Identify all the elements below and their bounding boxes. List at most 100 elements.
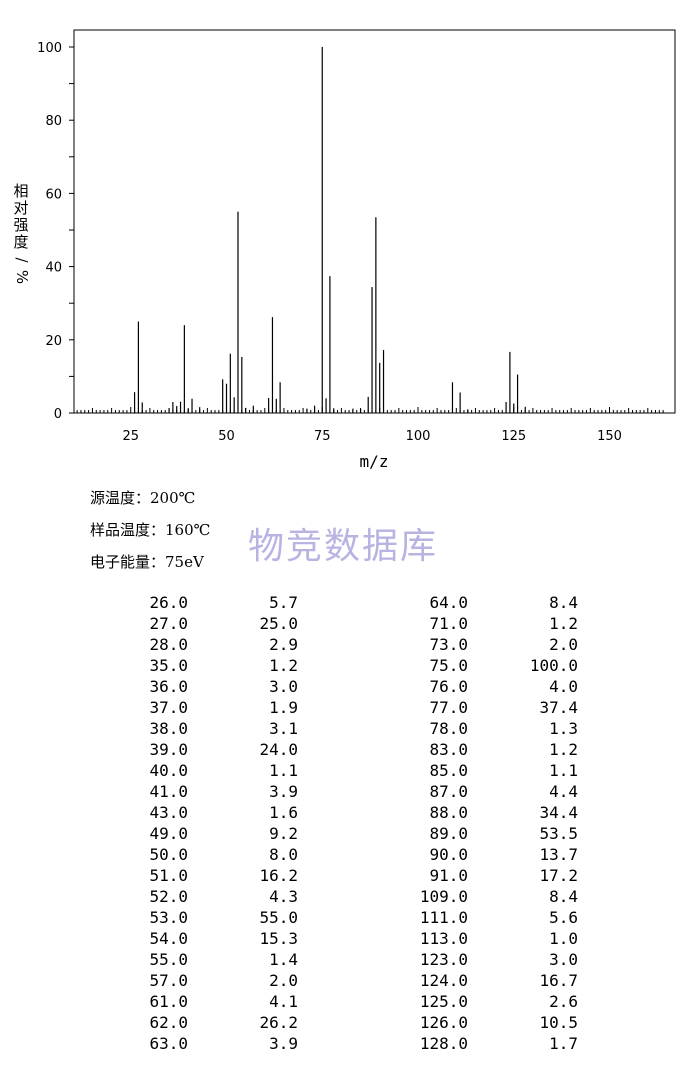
electron-energy: 电子能量：75eV [90, 553, 204, 571]
mz-value: 77.0 [429, 698, 468, 717]
watermark: 物竞数据库 [248, 526, 439, 567]
table-row: 27.0 25.0 [0, 613, 696, 634]
intensity-value: 37.4 [539, 698, 578, 717]
intensity-value: 24.0 [259, 740, 298, 759]
y-axis-label-char: 相 [13, 182, 28, 200]
ticks-group: 25 50 75 100 125 150 0 20 40 60 80 100 [37, 41, 664, 444]
mz-value: 39.0 [149, 740, 188, 759]
table-row: 128.0 1.7 [0, 1033, 696, 1054]
mz-value: 88.0 [429, 803, 468, 822]
intensity-value: 3.9 [269, 1034, 298, 1053]
table-row: 37.0 1.9 [0, 697, 696, 718]
x-tick-label: 150 [597, 429, 622, 444]
table-row: 50.0 8.0 [0, 844, 696, 865]
table-row: 39.0 24.0 [0, 739, 696, 760]
y-tick-label: 80 [45, 114, 62, 129]
intensity-value: 1.1 [269, 761, 298, 780]
table-row: 63.0 3.9 [0, 1033, 696, 1054]
intensity-value: 15.3 [259, 929, 298, 948]
mz-value: 26.0 [149, 593, 188, 612]
table-row: 36.0 3.0 [0, 676, 696, 697]
mz-value: 62.0 [149, 1013, 188, 1032]
table-row: 76.0 4.0 [0, 676, 696, 697]
mz-value: 85.0 [429, 761, 468, 780]
intensity-value: 1.9 [269, 698, 298, 717]
mz-value: 78.0 [429, 719, 468, 738]
sample-temperature: 样品温度：160℃ [90, 521, 211, 539]
mz-value: 57.0 [149, 971, 188, 990]
table-row: 62.0 26.2 [0, 1012, 696, 1033]
table-row: 40.0 1.1 [0, 760, 696, 781]
mz-value: 37.0 [149, 698, 188, 717]
intensity-value: 2.0 [549, 635, 578, 654]
table-row: 75.0 100.0 [0, 655, 696, 676]
intensity-value: 1.2 [549, 614, 578, 633]
y-tick-label: 40 [45, 261, 62, 276]
intensity-value: 16.7 [539, 971, 578, 990]
mz-value: 27.0 [149, 614, 188, 633]
table-row: 49.0 9.2 [0, 823, 696, 844]
intensity-value: 8.0 [269, 845, 298, 864]
table-row: 109.0 8.4 [0, 886, 696, 907]
mz-value: 83.0 [429, 740, 468, 759]
table-row: 78.0 1.3 [0, 718, 696, 739]
x-axis-label: m/z [360, 452, 389, 471]
table-row: 91.0 17.2 [0, 865, 696, 886]
table-row: 126.0 10.5 [0, 1012, 696, 1033]
intensity-value: 4.0 [549, 677, 578, 696]
intensity-value: 5.6 [549, 908, 578, 927]
mz-value: 128.0 [419, 1034, 468, 1053]
mz-value: 28.0 [149, 635, 188, 654]
intensity-value: 2.9 [269, 635, 298, 654]
intensity-value: 10.5 [539, 1013, 578, 1032]
y-tick-label: 100 [37, 41, 62, 56]
x-tick-label: 125 [501, 429, 526, 444]
y-axis-label-char: % [13, 270, 31, 284]
intensity-value: 17.2 [539, 866, 578, 885]
intensity-value: 1.2 [549, 740, 578, 759]
mz-value: 87.0 [429, 782, 468, 801]
x-tick-label: 50 [218, 429, 235, 444]
y-tick-label: 60 [45, 187, 62, 202]
table-row: 54.0 15.3 [0, 928, 696, 949]
intensity-value: 1.2 [269, 656, 298, 675]
plot-frame [73, 29, 676, 414]
mz-value: 76.0 [429, 677, 468, 696]
mz-value: 38.0 [149, 719, 188, 738]
table-row: 51.0 16.2 [0, 865, 696, 886]
table-row: 61.0 4.1 [0, 991, 696, 1012]
intensity-value: 4.4 [549, 782, 578, 801]
table-row: 89.0 53.5 [0, 823, 696, 844]
mz-value: 54.0 [149, 929, 188, 948]
source-temperature: 源温度：200℃ [90, 489, 196, 507]
intensity-value: 3.0 [549, 950, 578, 969]
mz-value: 36.0 [149, 677, 188, 696]
intensity-value: 16.2 [259, 866, 298, 885]
mz-value: 123.0 [419, 950, 468, 969]
table-row: 83.0 1.2 [0, 739, 696, 760]
intensity-value: 5.7 [269, 593, 298, 612]
intensity-value: 34.4 [539, 803, 578, 822]
mz-value: 52.0 [149, 887, 188, 906]
intensity-value: 8.4 [549, 593, 578, 612]
intensity-value: 1.1 [549, 761, 578, 780]
table-row: 77.0 37.4 [0, 697, 696, 718]
intensity-value: 25.0 [259, 614, 298, 633]
intensity-value: 1.4 [269, 950, 298, 969]
mz-value: 73.0 [429, 635, 468, 654]
intensity-value: 8.4 [549, 887, 578, 906]
table-row: 52.0 4.3 [0, 886, 696, 907]
intensity-value: 13.7 [539, 845, 578, 864]
table-row: 123.0 3.0 [0, 949, 696, 970]
table-row: 111.0 5.6 [0, 907, 696, 928]
x-tick-label: 75 [314, 429, 331, 444]
mz-value: 49.0 [149, 824, 188, 843]
table-row: 41.0 3.9 [0, 781, 696, 802]
mz-value: 41.0 [149, 782, 188, 801]
intensity-value: 1.6 [269, 803, 298, 822]
intensity-value: 2.6 [549, 992, 578, 1011]
intensity-value: 3.0 [269, 677, 298, 696]
mz-value: 124.0 [419, 971, 468, 990]
table-row: 28.0 2.9 [0, 634, 696, 655]
